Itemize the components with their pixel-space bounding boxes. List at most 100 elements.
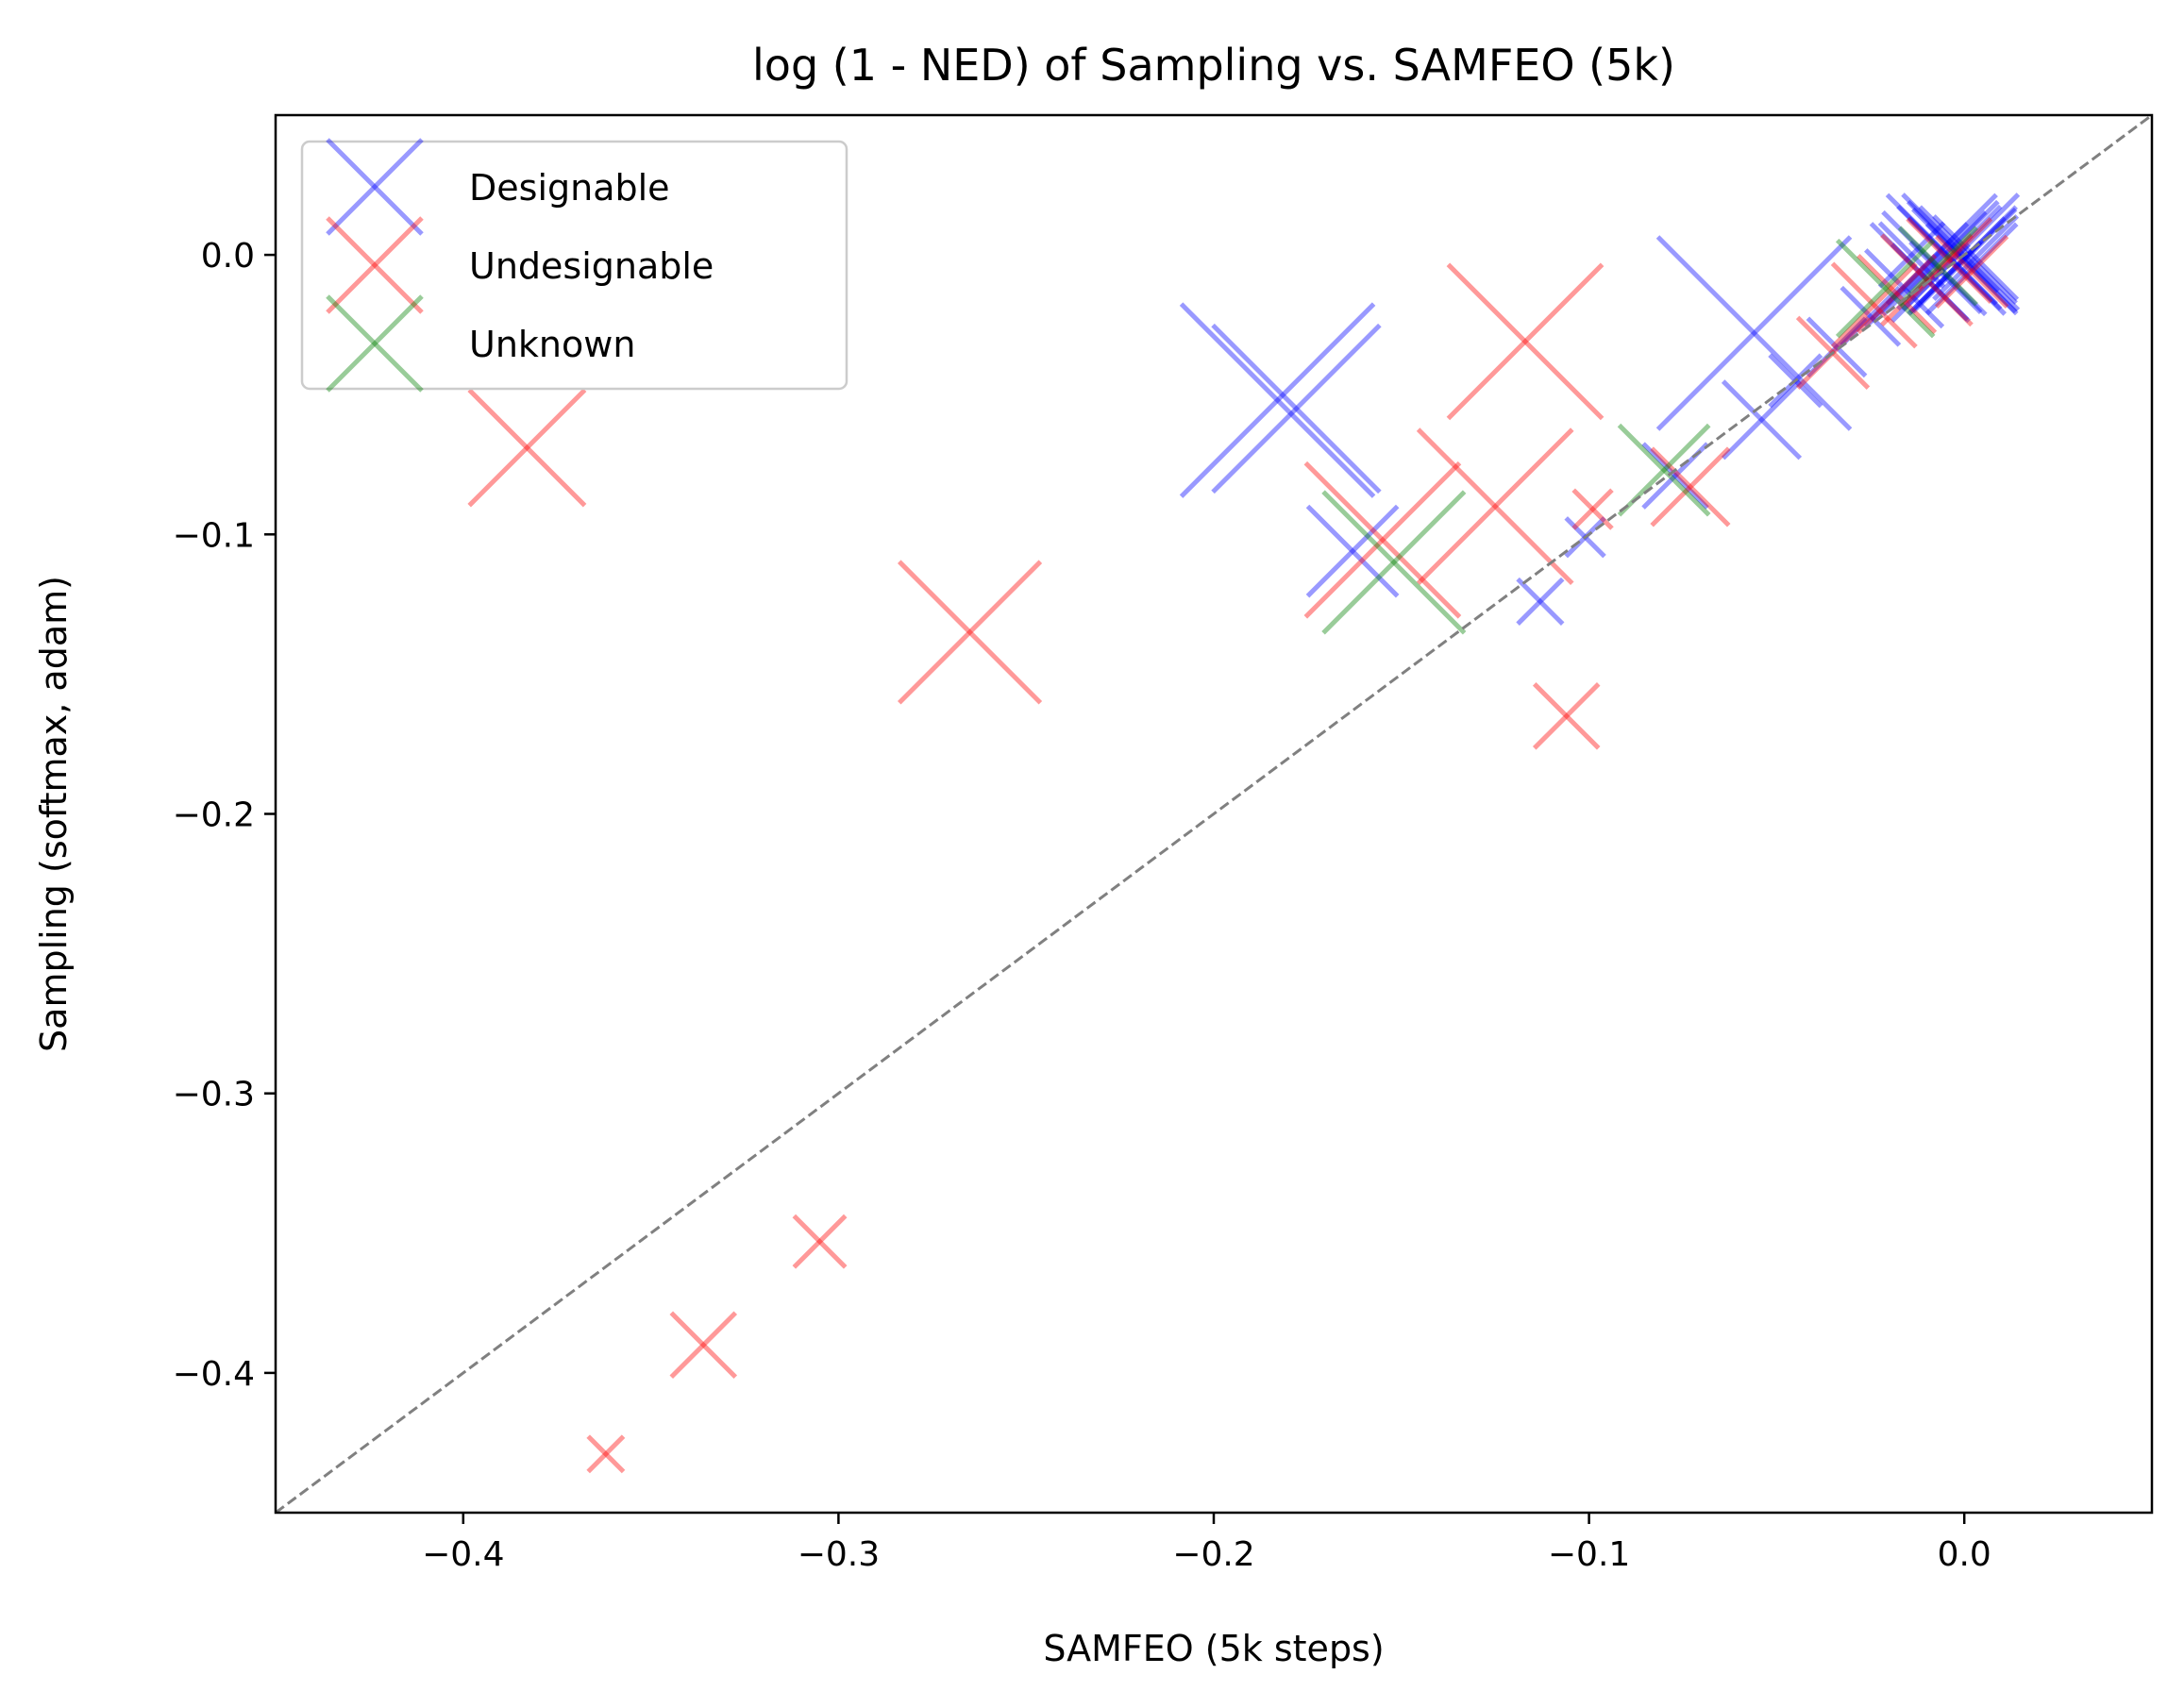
marker-undesignable-4-stroke-a — [1303, 460, 1462, 619]
legend-marker-designable-stroke-b — [326, 138, 424, 236]
marker-undesignable-0-stroke-a — [467, 388, 587, 508]
marker-designable-9-stroke-a — [1806, 316, 1868, 378]
legend-label-unknown: Unknown — [469, 324, 635, 365]
marker-undesignable-0-stroke-b — [467, 388, 587, 508]
marker-designable-22-stroke-b — [1932, 214, 2020, 302]
marker-undesignable-12-stroke-b — [1830, 261, 1918, 349]
marker-undesignable-16 — [1934, 234, 2009, 310]
marker-undesignable-5-stroke-b — [1532, 682, 1601, 750]
marker-designable-23-stroke-b — [1908, 240, 1983, 314]
marker-undesignable-12-stroke-a — [1830, 261, 1918, 349]
marker-designable-22-stroke-a — [1932, 214, 2020, 302]
marker-designable-4 — [1721, 379, 1803, 460]
marker-undesignable-6 — [1571, 488, 1614, 530]
chart-title: log (1 - NED) of Sampling vs. SAMFEO (5k… — [752, 40, 1675, 91]
marker-undesignable-12 — [1830, 261, 1918, 349]
marker-designable-20-stroke-b — [1918, 205, 2018, 305]
marker-designable-19-stroke-b — [1911, 207, 2018, 314]
x-tick-label: −0.2 — [1172, 1535, 1254, 1574]
y-tick-label: −0.3 — [173, 1076, 255, 1114]
marker-undesignable-14-stroke-a — [1880, 233, 1974, 327]
x-axis-label: SAMFEO (5k steps) — [1043, 1628, 1384, 1669]
marker-designable-4-stroke-a — [1721, 379, 1803, 460]
marker-designable-20 — [1918, 205, 2018, 305]
marker-designable-25-stroke-b — [1877, 221, 1946, 289]
y-tick-label: 0.0 — [201, 237, 255, 276]
legend-marker-unknown — [326, 294, 424, 393]
marker-designable-23 — [1908, 240, 1983, 314]
marker-undesignable-9-stroke-b — [669, 1311, 738, 1380]
marker-undesignable-16-stroke-b — [1934, 234, 2009, 310]
legend: Designable Undesignable Unknown — [300, 138, 848, 393]
marker-designable-12-stroke-a — [1869, 222, 1970, 322]
marker-undesignable-13-stroke-a — [1856, 254, 1938, 335]
x-tick-label: −0.4 — [422, 1535, 504, 1574]
marker-undesignable-1-stroke-a — [897, 560, 1043, 705]
marker-designable-1-stroke-a — [1211, 323, 1382, 494]
marker-undesignable-16-stroke-a — [1934, 234, 2009, 310]
marker-undesignable-13-stroke-b — [1856, 254, 1938, 335]
marker-undesignable-7-stroke-a — [1650, 446, 1731, 527]
marker-designable-23-stroke-a — [1908, 240, 1983, 314]
marker-designable-15-stroke-a — [1896, 204, 2003, 311]
marker-undesignable-6-stroke-b — [1571, 488, 1614, 530]
y-axis-ticks: −0.4 −0.3 −0.2 −0.1 0.0 — [173, 237, 276, 1394]
marker-designable-12 — [1869, 222, 1970, 322]
marker-undesignable-3-stroke-a — [1416, 427, 1574, 586]
marker-undesignable-15-stroke-a — [1906, 217, 1993, 304]
marker-designable-11-stroke-b — [1864, 248, 1945, 329]
marker-undesignable-15-stroke-b — [1906, 217, 1993, 304]
marker-designable-13 — [1881, 209, 1988, 317]
marker-undesignable-8-stroke-a — [792, 1214, 848, 1269]
marker-designable-5-stroke-a — [1516, 577, 1565, 626]
marker-designable-0-stroke-a — [1179, 302, 1376, 498]
marker-designable-9 — [1806, 316, 1868, 378]
marker-unknown-2-stroke-a — [1835, 238, 1936, 339]
marker-designable-7-stroke-a — [1641, 442, 1709, 510]
marker-designable-13-stroke-b — [1881, 209, 1988, 317]
marker-undesignable-7-stroke-b — [1650, 446, 1731, 527]
marker-unknown-3-stroke-b — [1897, 226, 1978, 307]
marker-undesignable-3 — [1416, 427, 1574, 586]
marker-undesignable-5-stroke-a — [1532, 682, 1601, 750]
x-tick-label: −0.3 — [798, 1535, 880, 1574]
y-axis-label: Sampling (softmax, adam) — [33, 576, 75, 1052]
marker-undesignable-14-stroke-b — [1880, 233, 1974, 327]
marker-designable-10-stroke-a — [1840, 285, 1902, 347]
legend-label-designable: Designable — [469, 167, 670, 209]
marker-designable-21-stroke-a — [1924, 222, 2019, 316]
marker-undesignable-13 — [1856, 254, 1938, 335]
x-axis-ticks: −0.4 −0.3 −0.2 −0.1 0.0 — [422, 1513, 1991, 1574]
marker-designable-16 — [1906, 199, 2000, 293]
x-tick-label: 0.0 — [1938, 1535, 1991, 1574]
marker-undesignable-10-stroke-b — [586, 1434, 626, 1474]
marker-designable-17 — [1907, 216, 2008, 316]
diagonal-layer — [276, 115, 2152, 1513]
marker-undesignable-10 — [586, 1434, 626, 1474]
legend-marker-unknown-stroke-b — [326, 294, 424, 393]
marker-designable-3 — [1655, 235, 1853, 431]
marker-designable-0 — [1179, 302, 1376, 498]
marker-designable-17-stroke-a — [1907, 216, 2008, 316]
marker-designable-11 — [1864, 248, 1945, 329]
diagonal-reference-line — [276, 115, 2152, 1513]
marker-undesignable-5 — [1532, 682, 1601, 750]
marker-designable-3-stroke-a — [1655, 235, 1853, 431]
y-tick-label: −0.1 — [173, 516, 255, 555]
marker-undesignable-8 — [792, 1214, 848, 1269]
marker-designable-18-stroke-b — [1901, 193, 2021, 312]
marker-designable-13-stroke-a — [1881, 209, 1988, 317]
marker-unknown-0-stroke-b — [1321, 490, 1467, 635]
marker-undesignable-8-stroke-b — [792, 1214, 848, 1269]
marker-designable-5 — [1516, 577, 1565, 626]
marker-undesignable-4 — [1303, 460, 1462, 619]
marker-designable-18 — [1901, 193, 2021, 312]
legend-marker-designable-stroke-a — [326, 138, 424, 236]
marker-designable-14 — [1885, 193, 1998, 306]
marker-designable-10-stroke-b — [1840, 285, 1902, 347]
marker-undesignable-2 — [1446, 262, 1604, 421]
marker-undesignable-14 — [1880, 233, 1974, 327]
legend-marker-undesignable — [326, 216, 424, 314]
marker-unknown-1-stroke-a — [1617, 423, 1711, 517]
